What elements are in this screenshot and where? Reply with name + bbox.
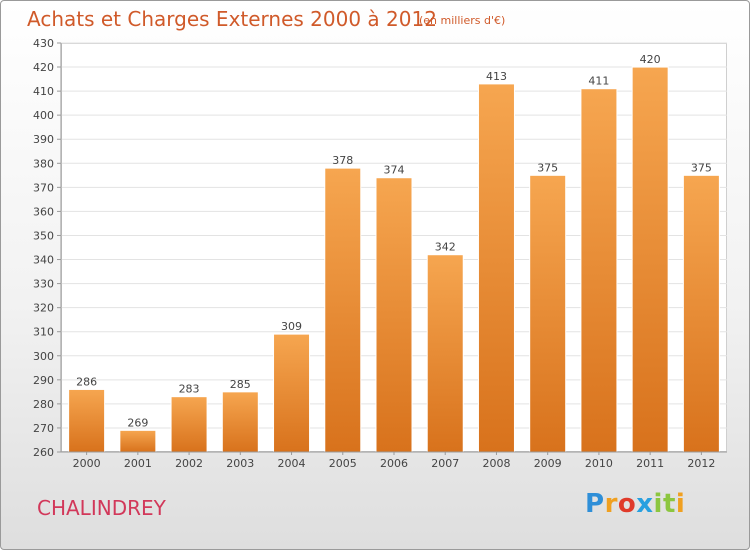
data-label: 378 (332, 154, 353, 167)
y-tick-label: 410 (33, 85, 54, 98)
y-tick-label: 280 (33, 398, 54, 411)
y-tick-label: 350 (33, 229, 54, 242)
data-label: 411 (588, 75, 609, 88)
data-label: 375 (537, 161, 558, 174)
x-tick-label: 2010 (585, 457, 613, 470)
y-tick-label: 300 (33, 350, 54, 363)
data-label: 420 (640, 53, 661, 66)
x-tick-label: 2001 (124, 457, 152, 470)
city-name: CHALINDREY (37, 496, 166, 520)
bar-2009 (529, 174, 567, 453)
y-tick-label: 430 (33, 37, 54, 50)
y-tick-label: 340 (33, 254, 54, 267)
bar-2000 (68, 388, 106, 453)
bar-2002 (170, 396, 208, 453)
y-tick-label: 420 (33, 61, 54, 74)
bar-2001 (119, 429, 157, 453)
logo-letter: P (585, 489, 605, 519)
logo-letter: i (675, 489, 686, 519)
data-label: 309 (281, 320, 302, 333)
bar-2006 (375, 177, 413, 453)
proxiti-logo: Proxiti (585, 489, 685, 519)
bar-2004 (273, 333, 311, 453)
logo-letter: o (617, 489, 637, 519)
data-label: 285 (230, 378, 251, 391)
y-tick-label: 370 (33, 181, 54, 194)
y-tick-label: 290 (33, 374, 54, 387)
x-tick-label: 2008 (482, 457, 510, 470)
data-label: 375 (691, 161, 712, 174)
bar-2010 (580, 88, 618, 453)
logo-letter: i (653, 489, 663, 519)
x-tick-label: 2002 (175, 457, 203, 470)
x-tick-label: 2000 (73, 457, 101, 470)
data-label: 269 (127, 416, 148, 429)
x-tick-label: 2009 (534, 457, 562, 470)
x-tick-label: 2006 (380, 457, 408, 470)
y-tick-label: 320 (33, 302, 54, 315)
bar-2003 (221, 391, 259, 453)
bar-2008 (477, 83, 515, 453)
x-tick-label: 2004 (278, 457, 306, 470)
y-tick-label: 310 (33, 326, 54, 339)
x-tick-label: 2007 (431, 457, 459, 470)
y-tick-label: 390 (33, 133, 54, 146)
x-tick-label: 2012 (687, 457, 715, 470)
y-tick-label: 380 (33, 157, 54, 170)
chart-title: Achats et Charges Externes 2000 à 2012 (27, 7, 437, 31)
x-tick-label: 2005 (329, 457, 357, 470)
y-tick-label: 400 (33, 109, 54, 122)
data-label: 283 (179, 383, 200, 396)
chart-subtitle: (en milliers d'€) (419, 14, 506, 27)
y-tick-label: 330 (33, 278, 54, 291)
data-label: 413 (486, 70, 507, 83)
logo-letter: r (604, 489, 618, 519)
bar-2012 (682, 174, 720, 453)
data-label: 374 (384, 164, 405, 177)
bar-2005 (324, 167, 362, 453)
y-tick-label: 270 (33, 422, 54, 435)
x-tick-label: 2011 (636, 457, 664, 470)
logo-letter: t (662, 489, 676, 519)
y-tick-label: 360 (33, 205, 54, 218)
logo-letter: x (636, 489, 654, 519)
x-tick-label: 2003 (226, 457, 254, 470)
y-tick-label: 260 (33, 446, 54, 459)
data-label: 342 (435, 241, 456, 254)
bar-2011 (631, 66, 669, 453)
bar-2007 (426, 254, 464, 453)
data-label: 286 (76, 375, 97, 388)
